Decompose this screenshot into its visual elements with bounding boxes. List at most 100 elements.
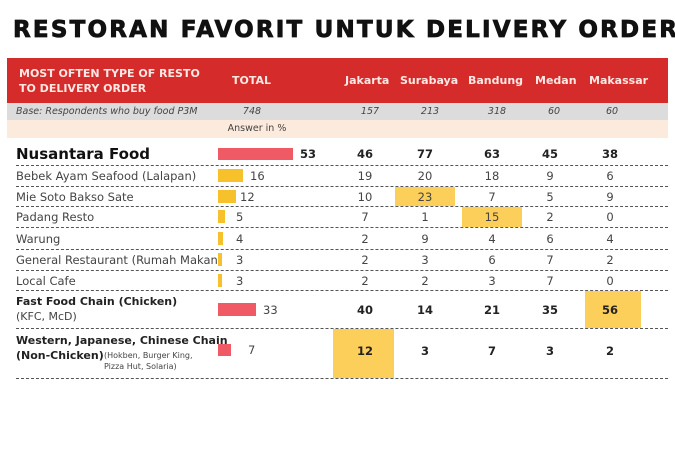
base-bandung: 318 [487, 106, 507, 117]
total-bar [218, 303, 256, 316]
table-row: Local Cafe 3 2 2 3 7 0 [16, 271, 668, 291]
total-bar [218, 169, 243, 182]
cell-bandung: 7 [487, 344, 496, 358]
total-bar [218, 253, 222, 266]
cell-medan: 2 [546, 210, 554, 224]
cell-medan: 5 [546, 190, 554, 204]
table-row: Bebek Ayam Seafood (Lalapan) 16 19 20 18… [16, 166, 668, 187]
header-makassar: Makassar [589, 74, 649, 87]
table-row: Western, Japanese, Chinese Chain (Non-Ch… [16, 329, 668, 379]
answer-note-row: Answer in % [7, 120, 668, 138]
table-row: Padang Resto 5 7 1 15 2 0 [16, 207, 668, 228]
cell-surabaya: 77 [416, 147, 433, 161]
cell-surabaya: 20 [417, 169, 433, 183]
row-subtitle-line2: Pizza Hut, Solaria) [104, 362, 177, 371]
base-row: Base: Respondents who buy food P3M 748 1… [7, 103, 668, 120]
cell-medan: 45 [541, 147, 558, 161]
cell-surabaya: 1 [421, 210, 429, 224]
cell-jakarta: 46 [356, 147, 373, 161]
row-name-line2: (Non-Chicken) [16, 349, 104, 362]
highlight-cell [395, 187, 455, 206]
table-row: General Restaurant (Rumah Makan) 3 2 3 6… [16, 250, 668, 271]
cell-makassar: 0 [606, 210, 614, 224]
header-bandung: Bandung [468, 74, 524, 87]
highlight-cell [585, 291, 641, 328]
cell-surabaya: 3 [421, 253, 429, 267]
highlight-cell [462, 207, 522, 227]
row-name: Warung [16, 232, 61, 246]
row-name: Mie Soto Bakso Sate [16, 190, 134, 204]
cell-jakarta: 2 [361, 274, 369, 288]
cell-bandung: 7 [488, 190, 496, 204]
row-total: 3 [236, 274, 244, 288]
row-name: Nusantara Food [16, 145, 150, 163]
cell-jakarta: 2 [361, 253, 369, 267]
answer-note: Answer in % [227, 123, 287, 134]
row-subtitle: (KFC, McD) [16, 310, 77, 323]
cell-medan: 7 [546, 274, 554, 288]
header-jakarta: Jakarta [345, 74, 390, 87]
cell-jakarta: 10 [357, 190, 373, 204]
header-surabaya: Surabaya [400, 74, 459, 87]
row-total: 16 [250, 169, 265, 183]
table-row: Nusantara Food 53 46 77 63 45 38 [16, 143, 668, 166]
cell-bandung: 15 [484, 210, 500, 224]
cell-bandung: 18 [484, 169, 500, 183]
header-label-line1: MOST OFTEN TYPE OF RESTO [19, 66, 200, 80]
cell-makassar: 6 [606, 169, 614, 183]
cell-makassar: 38 [601, 147, 618, 161]
total-bar [218, 232, 223, 245]
cell-jakarta: 40 [356, 303, 373, 317]
table-header: MOST OFTEN TYPE OF RESTO TO DELIVERY ORD… [7, 58, 668, 103]
row-total: 12 [240, 190, 255, 204]
row-name: Western, Japanese, Chinese Chain [16, 334, 228, 347]
row-total: 7 [248, 343, 256, 357]
cell-medan: 3 [545, 344, 554, 358]
cell-surabaya: 3 [420, 344, 429, 358]
cell-jakarta: 7 [361, 210, 369, 224]
base-total: 748 [242, 106, 262, 117]
cell-bandung: 21 [483, 303, 500, 317]
header-total: TOTAL [232, 74, 272, 87]
row-name: Bebek Ayam Seafood (Lalapan) [16, 169, 197, 183]
row-total: 53 [300, 147, 317, 161]
row-total: 5 [236, 210, 244, 224]
row-name: Local Cafe [16, 274, 76, 288]
row-total: 4 [236, 232, 244, 246]
cell-bandung: 63 [483, 147, 500, 161]
base-medan: 60 [547, 106, 561, 117]
row-total: 3 [236, 253, 244, 267]
cell-makassar: 4 [606, 232, 614, 246]
cell-makassar: 0 [606, 274, 614, 288]
cell-bandung: 4 [488, 232, 496, 246]
cell-makassar: 2 [605, 344, 614, 358]
header-label-line2: TO DELIVERY ORDER [19, 81, 147, 95]
cell-surabaya: 2 [421, 274, 429, 288]
cell-makassar: 56 [601, 303, 618, 317]
total-bar [218, 190, 236, 203]
cell-surabaya: 14 [416, 303, 433, 317]
cell-medan: 9 [546, 169, 554, 183]
row-subtitle: (Hokben, Burger King, [104, 351, 193, 360]
page-title: RESTORAN FAVORIT UNTUK DELIVERY ORDER [13, 17, 675, 44]
cell-surabaya: 23 [417, 190, 433, 204]
cell-medan: 7 [546, 253, 554, 267]
cell-surabaya: 9 [421, 232, 429, 246]
cell-makassar: 2 [606, 253, 614, 267]
base-surabaya: 213 [420, 106, 440, 117]
row-name: Fast Food Chain (Chicken) [16, 295, 178, 308]
header-medan: Medan [535, 74, 577, 87]
total-bar [218, 148, 293, 160]
base-makassar: 60 [605, 106, 619, 117]
cell-jakarta: 19 [357, 169, 373, 183]
total-bar [218, 344, 231, 356]
cell-makassar: 9 [606, 190, 614, 204]
cell-bandung: 6 [488, 253, 496, 267]
cell-medan: 6 [546, 232, 554, 246]
table-row: Fast Food Chain (Chicken) (KFC, McD) 33 … [16, 291, 668, 329]
cell-jakarta: 2 [361, 232, 369, 246]
table-row: Warung 4 2 9 4 6 4 [16, 228, 668, 250]
base-jakarta: 157 [360, 106, 380, 117]
cell-medan: 35 [541, 303, 558, 317]
row-total: 33 [263, 303, 278, 317]
